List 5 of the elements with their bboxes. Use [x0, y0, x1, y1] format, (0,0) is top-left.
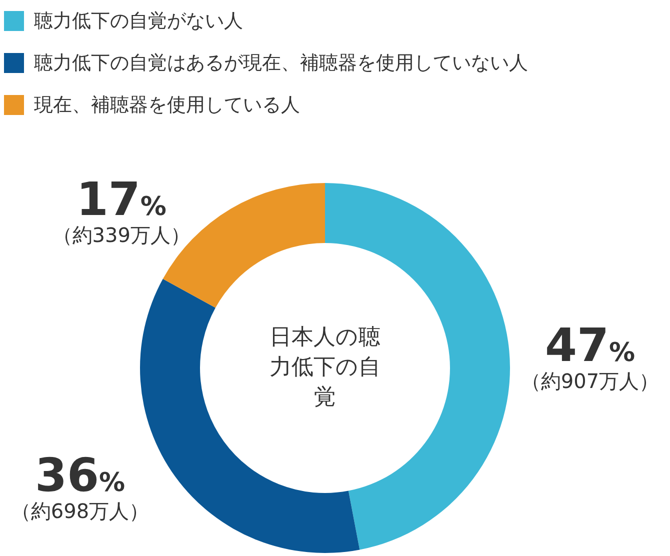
donut-slice: [140, 278, 360, 553]
legend-label: 現在、補聴器を使用している人: [34, 92, 300, 118]
text: 日本人の聴力低下の自覚: [268, 324, 382, 412]
legend-label: 聴力低下の自覚がない人: [34, 8, 243, 34]
legend-label: 聴力低下の自覚はあるが現在、補聴器を使用していない人: [34, 50, 528, 76]
